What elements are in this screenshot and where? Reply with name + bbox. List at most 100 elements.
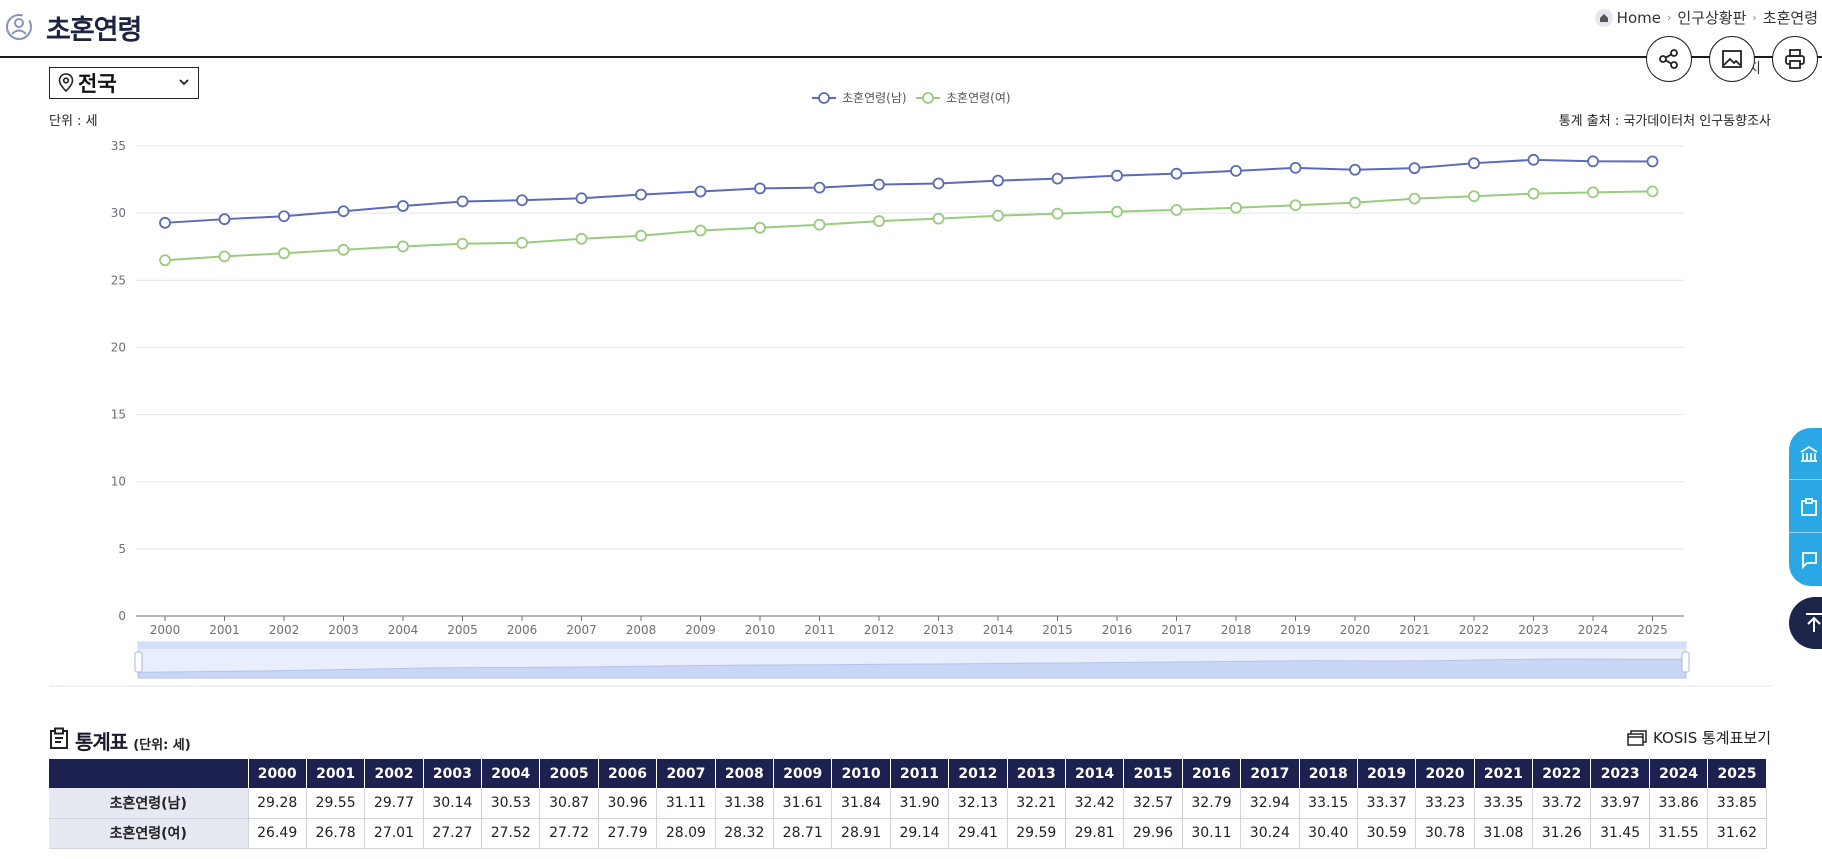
table-year-header: 2010 <box>831 759 891 788</box>
table-cell: 32.13 <box>948 788 1008 819</box>
table-year-header: 2015 <box>1123 759 1183 788</box>
chevron-right-icon: › <box>1752 11 1757 24</box>
x-tick-label: 2007 <box>566 623 597 637</box>
data-point-male <box>932 177 945 190</box>
table-cell: 31.55 <box>1649 818 1709 849</box>
data-point-female <box>575 232 588 245</box>
x-tick-label: 2020 <box>1340 623 1371 637</box>
table-cell: 31.61 <box>773 788 833 819</box>
kosis-table-link[interactable]: KOSIS 통계표보기 <box>1627 727 1771 748</box>
data-point-male <box>1646 155 1659 168</box>
kosis-link-label[interactable]: KOSIS 통계표보기 <box>1652 729 1771 747</box>
data-point-male <box>575 192 588 205</box>
table-cell: 30.78 <box>1415 818 1475 849</box>
data-point-male <box>456 195 469 208</box>
side-menu-clipboard[interactable] <box>1789 481 1822 533</box>
table-cell: 31.90 <box>890 788 950 819</box>
legend-marker <box>818 92 830 104</box>
x-tick-label: 2019 <box>1280 623 1311 637</box>
x-tick-label: 2002 <box>269 623 300 637</box>
y-tick-label: 10 <box>111 475 126 489</box>
data-point-female <box>1468 190 1480 203</box>
data-point-male <box>337 205 350 218</box>
y-tick-label: 20 <box>111 340 126 354</box>
data-point-female <box>516 236 528 249</box>
zoom-slider-top <box>138 642 1686 649</box>
x-tick-label: 2005 <box>447 623 478 637</box>
table-cell: 27.27 <box>423 818 483 849</box>
table-year-header: 2019 <box>1357 759 1417 788</box>
table-cell: 29.96 <box>1123 818 1183 849</box>
x-tick-label: 2014 <box>983 623 1014 637</box>
table-cell: 26.78 <box>306 818 366 849</box>
table-cell: 31.08 <box>1474 818 1534 849</box>
side-menu-chat[interactable] <box>1789 534 1822 586</box>
table-header-row: 2000 2001 2002 2003 2004 2005 2006 2007 2008 2009… <box>49 759 1767 788</box>
table-cell: 31.62 <box>1707 818 1767 849</box>
print-button[interactable] <box>1772 36 1818 82</box>
x-tick-label: 2004 <box>388 623 419 637</box>
location-pin-icon <box>58 73 74 93</box>
table-year-header: 2005 <box>539 759 599 788</box>
data-point-male <box>397 200 409 212</box>
table-year-header: 2007 <box>656 759 716 788</box>
data-point-male <box>1170 167 1183 180</box>
region-select[interactable]: 전국 <box>49 67 199 99</box>
breadcrumb-dashboard[interactable]: 인구상황판 <box>1677 9 1747 27</box>
table-cell: 33.37 <box>1357 788 1417 819</box>
table-year-header: 2021 <box>1474 759 1534 788</box>
image-save-button[interactable] <box>1709 36 1755 82</box>
share-button[interactable] <box>1646 36 1692 82</box>
side-menu-building[interactable] <box>1789 428 1822 480</box>
breadcrumb-home[interactable]: Home <box>1616 8 1661 27</box>
stats-table: 2000 2001 2002 2003 2004 2005 2006 2007 2008 2009… <box>49 759 1767 849</box>
data-point-female <box>1349 196 1361 209</box>
breadcrumb-current: 초혼연령 <box>1762 9 1818 27</box>
table-cell: 30.87 <box>539 788 599 819</box>
table-row: 초혼연령(여) 26.49 26.78 27.01 27.27 27.52 27.72 27.… <box>49 818 1767 849</box>
table-row-label: 초혼연령(남) <box>49 788 249 819</box>
chevron-right-icon: › <box>1666 11 1672 24</box>
data-point-male <box>159 216 171 229</box>
bank-icon <box>1800 445 1818 462</box>
table-cell: 30.53 <box>481 788 541 819</box>
table-cell: 28.32 <box>715 818 775 849</box>
table-cell: 27.01 <box>364 818 424 849</box>
table-cell: 32.21 <box>1007 788 1066 819</box>
data-point-male <box>218 213 231 226</box>
table-year-header: 2022 <box>1532 759 1592 788</box>
table-title: 통계표 <box>75 730 128 754</box>
table-cell: 31.45 <box>1590 818 1650 849</box>
table-year-header: 2009 <box>773 759 833 788</box>
table-cell: 27.79 <box>598 818 658 849</box>
legend-label: 초혼연령(남) <box>842 91 907 105</box>
data-point-male <box>1111 169 1123 182</box>
clipboard-icon <box>1801 497 1817 516</box>
data-point-female <box>932 212 945 225</box>
home-icon[interactable] <box>1594 8 1613 27</box>
table-year-header: 2023 <box>1590 759 1650 788</box>
table-cell: 30.24 <box>1240 818 1300 849</box>
arrow-up-icon <box>1806 613 1822 632</box>
table-cell: 32.57 <box>1123 788 1183 819</box>
data-point-male <box>1468 157 1480 170</box>
data-point-female <box>754 221 766 234</box>
print-icon <box>1785 49 1805 69</box>
chart-unit-label: 단위 : 세 <box>49 114 98 129</box>
x-tick-label: 2016 <box>1102 623 1133 637</box>
data-point-female <box>1051 207 1064 220</box>
table-year-header: 2012 <box>948 759 1008 788</box>
data-point-male <box>754 182 766 195</box>
x-tick-label: 2024 <box>1578 623 1609 637</box>
table-year-header: 2006 <box>598 759 658 788</box>
data-point-female <box>1170 204 1183 216</box>
data-point-female <box>278 247 290 260</box>
data-point-female <box>397 240 409 253</box>
data-point-male <box>1349 163 1361 176</box>
data-point-female <box>694 224 707 237</box>
table-cell: 29.28 <box>248 788 307 819</box>
data-point-female <box>635 229 647 242</box>
data-point-female <box>159 254 171 267</box>
table-cell: 30.96 <box>598 788 658 819</box>
data-point-male <box>1051 172 1064 185</box>
